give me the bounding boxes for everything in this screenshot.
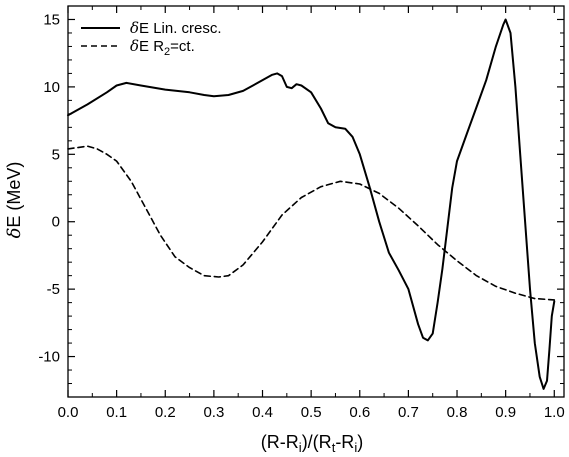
x-tick-label: 0.7 bbox=[398, 404, 419, 421]
x-tick-label: 1.0 bbox=[544, 404, 565, 421]
x-axis-label: (R-Ri)/(Rt-Ri) bbox=[261, 432, 363, 455]
y-tick-label: 0 bbox=[52, 214, 60, 231]
legend-label-solid: δE Lin. cresc. bbox=[130, 19, 222, 37]
legend-label-dashed: δE R2=ct. bbox=[130, 37, 195, 58]
plot-frame bbox=[67, 5, 565, 398]
legend: δE Lin. cresc. δE R2=ct. bbox=[81, 19, 222, 58]
x-tick-label: 0.3 bbox=[203, 404, 224, 421]
x-tick-label: 0.4 bbox=[252, 404, 273, 421]
series-line-solid bbox=[67, 18, 556, 390]
x-tick-label: 0.6 bbox=[349, 404, 370, 421]
y-tick-label: 10 bbox=[43, 79, 60, 96]
x-tick-label: 0.5 bbox=[301, 404, 322, 421]
y-tick-label: -5 bbox=[47, 281, 60, 298]
y-tick-label: 5 bbox=[52, 146, 60, 163]
x-tick-label: 0.8 bbox=[447, 404, 468, 421]
y-tick-label: 15 bbox=[43, 11, 60, 28]
x-tick-label: 0.2 bbox=[155, 404, 176, 421]
y-tick-label: -10 bbox=[38, 349, 60, 366]
series-line-dashed bbox=[67, 145, 556, 301]
ticks-layer: 0.0 0.1 0.2 0.3 0.4 0.5 0.6 0.7 0.8 0.9 1.0 -10 -5 0 5… bbox=[38, 5, 565, 421]
x-tick-label: 0.1 bbox=[106, 404, 127, 421]
series-layer bbox=[67, 18, 556, 390]
y-axis-label: δE (MeV) bbox=[4, 162, 25, 239]
x-tick-label: 0.0 bbox=[58, 404, 79, 421]
x-tick-label: 0.9 bbox=[495, 404, 516, 421]
